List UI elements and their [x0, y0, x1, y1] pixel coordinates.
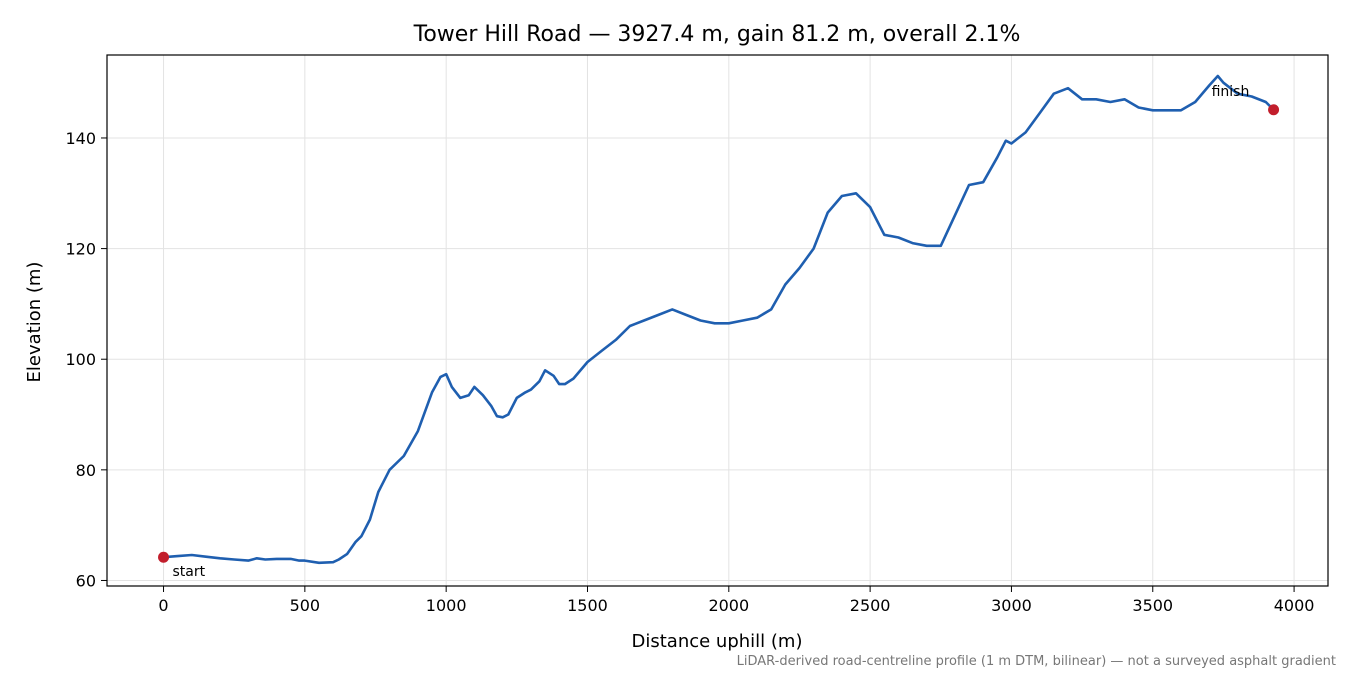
finish-label: finish — [1212, 84, 1250, 100]
finish-marker — [1268, 104, 1280, 116]
series-layer — [162, 74, 1275, 565]
y-axis-label: Elevation (m) — [24, 262, 45, 383]
start-label: start — [173, 564, 206, 580]
footnote: LiDAR-derived road-centreline profile (1… — [737, 654, 1336, 669]
x-tick-label: 3000 — [991, 596, 1032, 615]
y-tick-label: 60 — [76, 571, 96, 590]
axis-ticks: 0 500 1000 1500 2000 2500 3000 3500 4000 60 80 100 1… — [65, 129, 1314, 615]
x-tick-label: 2500 — [850, 596, 891, 615]
y-tick-label: 140 — [65, 129, 96, 148]
x-tick-label: 2000 — [708, 596, 749, 615]
x-tick-label: 1000 — [426, 596, 467, 615]
y-tick-label: 100 — [65, 350, 96, 369]
x-axis-label: Distance uphill (m) — [632, 631, 803, 652]
x-tick-label: 4000 — [1274, 596, 1315, 615]
x-tick-label: 1500 — [567, 596, 608, 615]
chart-title: Tower Hill Road — 3927.4 m, gain 81.2 m,… — [413, 22, 1021, 47]
annotations: start finish — [173, 84, 1250, 580]
start-marker — [158, 551, 170, 563]
plot-area-frame — [106, 54, 1329, 587]
endpoint-markers — [158, 104, 1280, 563]
y-tick-label: 80 — [76, 461, 96, 480]
x-tick-label: 0 — [158, 596, 168, 615]
grid-lines — [107, 55, 1328, 586]
elevation-line — [162, 74, 1275, 565]
y-tick-label: 120 — [65, 240, 96, 259]
x-tick-label: 3500 — [1132, 596, 1173, 615]
x-tick-label: 500 — [290, 596, 321, 615]
